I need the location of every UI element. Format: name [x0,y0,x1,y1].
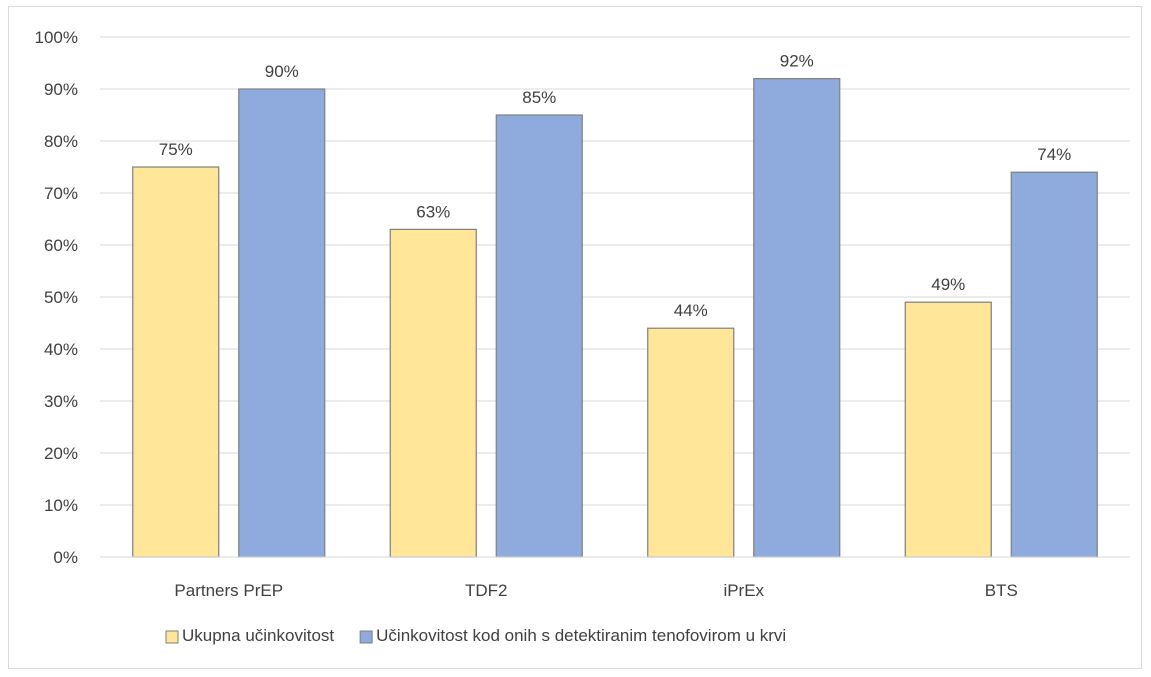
x-tick-label: TDF2 [465,581,508,600]
legend-swatch [359,630,373,644]
data-label: 49% [931,275,965,294]
y-tick-label: 40% [44,340,78,359]
bar [904,301,992,558]
y-tick-label: 50% [44,288,78,307]
x-tick-label: iPrEx [723,581,764,600]
bar [1010,171,1098,558]
legend-swatch [165,630,179,644]
bar [495,114,583,558]
legend-label: Učinkovitost kod onih s detektiranim ten… [376,626,786,645]
y-tick-label: 80% [44,132,78,151]
y-tick-label: 10% [44,496,78,515]
data-label: 92% [780,52,814,71]
y-tick-label: 30% [44,392,78,411]
legend-label: Ukupna učinkovitost [182,626,334,645]
data-label: 63% [416,202,450,221]
bar [389,228,477,558]
data-label: 85% [522,88,556,107]
y-tick-label: 20% [44,444,78,463]
y-tick-label: 60% [44,236,78,255]
data-label: 90% [265,62,299,81]
y-tick-label: 0% [53,548,78,567]
y-tick-label: 100% [35,28,78,47]
x-tick-label: BTS [985,581,1018,600]
data-label: 44% [674,301,708,320]
bar [238,88,326,558]
x-tick-label: Partners PrEP [174,581,283,600]
data-label: 74% [1037,145,1071,164]
data-label: 75% [159,140,193,159]
y-tick-label: 70% [44,184,78,203]
bar [753,77,841,558]
bar [647,327,735,558]
bar [132,166,220,558]
y-tick-label: 90% [44,80,78,99]
